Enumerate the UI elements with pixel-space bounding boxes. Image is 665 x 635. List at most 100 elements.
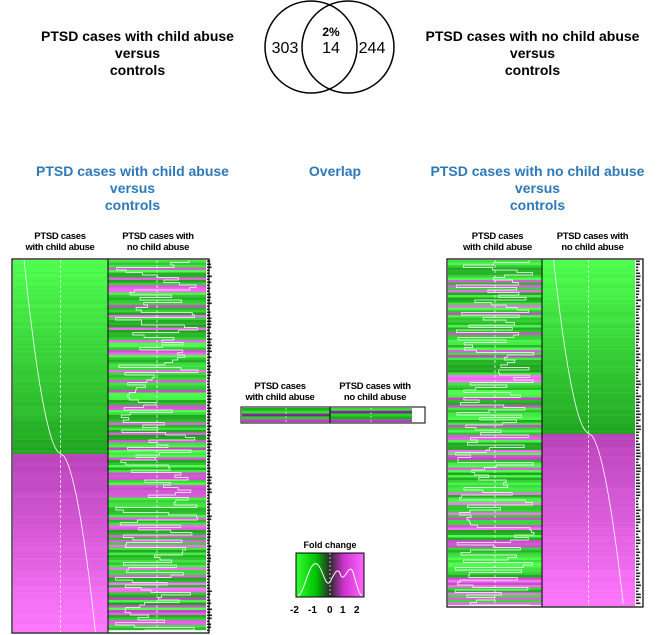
left-col2-row — [108, 457, 206, 461]
left-heatmap-row-label — [207, 464, 210, 467]
left-col1-row — [13, 262, 108, 265]
left-col1-row — [13, 348, 108, 351]
left-col2-row — [108, 522, 206, 526]
right-heatmap-row-label — [636, 281, 640, 284]
left-col2-row — [108, 397, 206, 401]
right-heatmap-row-label — [636, 407, 640, 410]
left-col1-row — [13, 302, 108, 305]
right-col1-row — [448, 472, 542, 476]
left-heatmap-row-label — [207, 584, 210, 587]
legend-tick: -2 — [290, 605, 299, 616]
right-col2-row — [542, 422, 635, 425]
left-heatmap-row-label — [207, 566, 210, 569]
right-col2-row — [542, 312, 635, 315]
left-col2-row — [108, 487, 206, 491]
right-col1-row — [448, 307, 542, 311]
right-col1-row — [448, 382, 542, 386]
right-heatmap-row-label — [636, 299, 641, 302]
left-col2-row — [108, 527, 206, 531]
right-heatmap-row-label — [636, 554, 640, 557]
left-col1-row — [13, 392, 108, 395]
top-left-label-line2: versus — [114, 45, 161, 61]
overlap-col2-line1: PTSD cases with — [339, 381, 411, 392]
right-heatmap-row-label — [636, 506, 639, 509]
right-col2-row — [542, 428, 635, 431]
top-left-label-line1: PTSD cases with child abuse — [41, 28, 234, 44]
left-col1-line2: with child abuse — [25, 242, 95, 253]
left-col2-row — [108, 292, 206, 296]
right-heatmap-row-label — [636, 359, 641, 362]
right-heatmap-row-label — [636, 446, 640, 449]
venn-right-circle — [301, 0, 395, 94]
right-heatmap-row-label — [636, 512, 640, 515]
left-col1-row — [13, 588, 108, 591]
right-heatmap-row-label — [636, 356, 640, 359]
right-heatmap-row-label — [636, 590, 639, 593]
right-col1-row — [448, 507, 542, 511]
right-section-title-line3: controls — [509, 197, 566, 213]
left-col2-row — [108, 317, 206, 321]
right-col2-row — [542, 362, 635, 365]
left-col2-row — [108, 607, 206, 611]
left-col2-row — [108, 577, 206, 581]
overlap-col2-label: PTSD cases with no child abuse — [330, 381, 420, 403]
right-heatmap-row-label — [636, 383, 641, 386]
right-col2-row — [542, 602, 635, 605]
left-col1-row — [13, 362, 108, 365]
right-heatmap-row-label — [636, 413, 641, 416]
left-col2-row — [108, 502, 206, 506]
right-heatmap-row-label — [636, 476, 640, 479]
right-col1-row — [448, 287, 542, 291]
right-col1-row — [448, 407, 542, 411]
left-heatmap-row-label — [207, 359, 210, 362]
left-heatmap-row-label — [207, 278, 210, 281]
left-heatmap-col2-label: PTSD cases with no child abuse — [108, 231, 208, 253]
right-col1-row — [448, 437, 542, 441]
right-col2-row — [542, 382, 635, 385]
right-col1-row — [448, 292, 542, 296]
left-col1-row — [13, 532, 108, 535]
right-col2-row — [542, 408, 635, 411]
right-heatmap-row-label — [636, 272, 641, 275]
right-heatmap-row-label — [636, 377, 639, 380]
right-col1-row — [448, 282, 542, 286]
left-col2-row — [108, 542, 206, 546]
right-col2-row — [542, 332, 635, 335]
left-col2-row — [108, 622, 206, 626]
right-heatmap-row-label — [636, 350, 639, 353]
right-heatmap-row-label — [636, 596, 641, 599]
left-col1-row — [13, 358, 108, 361]
right-col2-row — [542, 478, 635, 481]
legend-tick: 2 — [354, 605, 360, 616]
left-heatmap-row-label — [207, 596, 210, 599]
right-col1-row — [448, 562, 542, 566]
left-heatmap-row-label — [207, 497, 210, 500]
left-heatmap-row-label — [207, 269, 210, 272]
right-heatmap-row-label — [636, 302, 639, 305]
venn-left-circle — [264, 0, 358, 94]
left-col1-row — [13, 372, 108, 375]
right-heatmap-row-label — [636, 461, 639, 464]
right-col2-row — [542, 578, 635, 581]
right-heatmap-row-label — [636, 260, 640, 263]
left-heatmap-row-label — [207, 422, 210, 425]
right-col2-row — [542, 572, 635, 575]
left-col1-row — [13, 572, 108, 575]
right-col1-row — [448, 272, 542, 276]
left-col2-row — [108, 312, 206, 316]
right-heatmap-row-label — [636, 344, 639, 347]
right-col2-row — [542, 282, 635, 285]
left-col2-row — [108, 367, 206, 371]
left-heatmap-row-label — [207, 383, 210, 386]
right-col1-row — [448, 587, 542, 591]
left-col1-row — [13, 568, 108, 571]
right-heatmap-row-label — [636, 557, 640, 560]
left-heatmap-row-label — [207, 494, 210, 497]
right-col2-row — [542, 288, 635, 291]
left-col2-line1: PTSD cases with — [122, 231, 194, 242]
left-col2-row — [108, 447, 206, 451]
left-col2-row — [108, 302, 206, 306]
right-heatmap-row-label — [636, 560, 640, 563]
right-col2-line2: no child abuse — [561, 242, 624, 253]
right-heatmap-row-label — [636, 293, 640, 296]
